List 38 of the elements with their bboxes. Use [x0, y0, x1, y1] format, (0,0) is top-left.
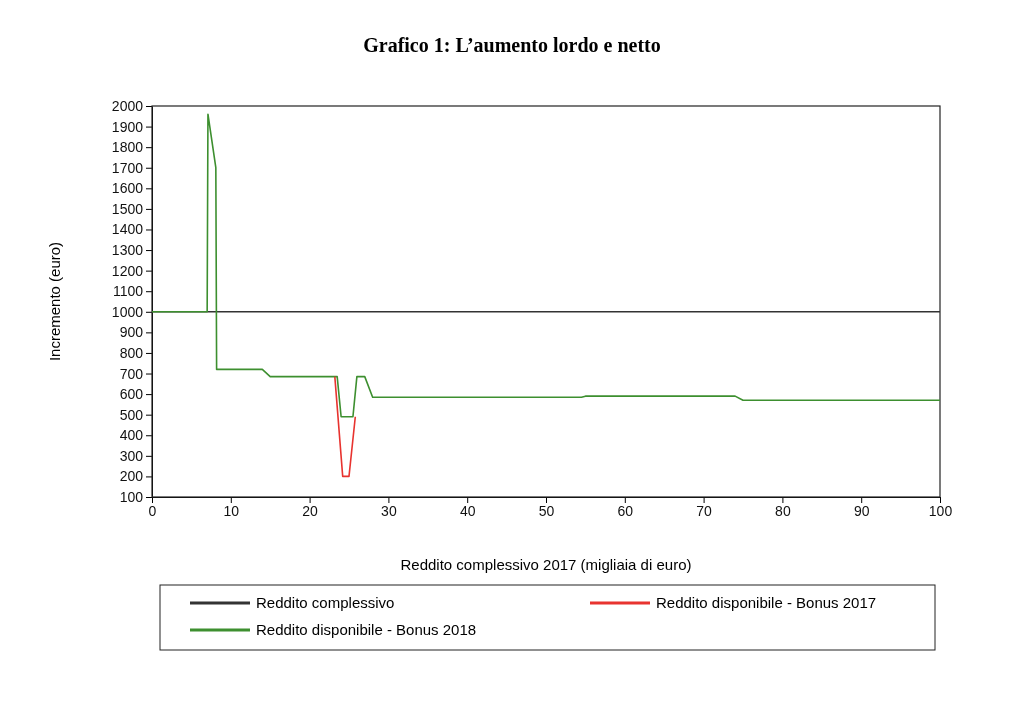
x-tick-label: 0 — [148, 502, 157, 519]
y-tick-label: 800 — [119, 344, 144, 361]
x-tick-label: 20 — [302, 502, 319, 519]
y-tick-label: 600 — [119, 386, 144, 403]
legend-label: Reddito disponibile - Bonus 2017 — [656, 594, 877, 611]
x-tick-label: 90 — [853, 502, 870, 519]
y-tick-label: 1700 — [111, 159, 144, 176]
chart-title: Grafico 1: L’aumento lordo e netto — [363, 34, 661, 56]
y-tick-label: 1600 — [111, 180, 144, 197]
y-tick-label: 1100 — [112, 283, 144, 300]
x-tick-label: 100 — [928, 502, 953, 519]
y-tick-label: 400 — [119, 427, 144, 444]
y-tick-label: 1400 — [111, 221, 144, 238]
y-tick-label: 300 — [119, 447, 144, 464]
legend-label: Reddito complessivo — [256, 594, 395, 611]
x-tick-label: 50 — [538, 502, 555, 519]
line-series — [151, 113, 941, 418]
y-tick-label: 1900 — [111, 118, 144, 135]
y-tick-label: 1000 — [111, 303, 144, 320]
y-tick-label: 1300 — [111, 242, 144, 259]
x-tick-label: 60 — [617, 502, 634, 519]
y-tick-label: 1800 — [111, 139, 144, 156]
y-axis-title: Incremento (euro) — [46, 241, 63, 362]
x-tick-label: 30 — [381, 502, 397, 519]
x-axis-title: Reddito complessivo 2017 (migliaia di euro) — [400, 556, 692, 573]
y-tick-label: 1200 — [111, 262, 144, 279]
y-tick-label: 900 — [119, 324, 144, 341]
y-tick-label: 100 — [119, 488, 144, 505]
y-tick-label: 1500 — [111, 200, 144, 217]
x-tick-label: 80 — [775, 502, 791, 519]
y-tick-label: 700 — [119, 365, 144, 382]
y-tick-label: 500 — [119, 406, 144, 423]
x-tick-label: 10 — [223, 502, 240, 519]
x-tick-label: 40 — [459, 502, 476, 519]
y-tick-label: 200 — [119, 468, 144, 485]
legend-label: Reddito disponibile - Bonus 2018 — [256, 621, 477, 638]
y-tick-label: 2000 — [111, 97, 144, 114]
x-tick-label: 70 — [696, 502, 713, 519]
